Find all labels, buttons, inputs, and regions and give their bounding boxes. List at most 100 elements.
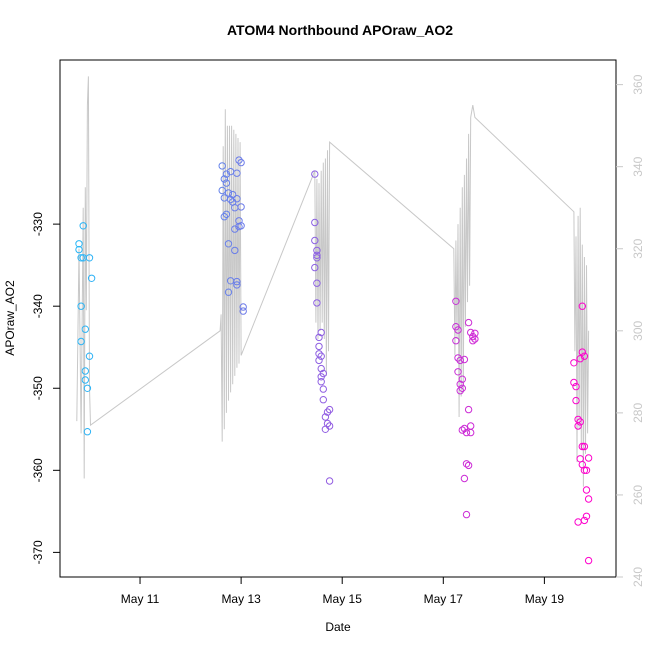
data-point	[237, 158, 245, 167]
data-point	[580, 442, 589, 451]
y-tick-label: -360	[31, 458, 45, 482]
y2-tick-label: 260	[631, 485, 645, 505]
y-axis-left: -370 -360 -350 -340 -330	[31, 212, 60, 564]
data-point	[576, 355, 584, 363]
data-point	[471, 329, 479, 337]
data-point	[462, 510, 471, 519]
data-point	[578, 302, 586, 310]
data-point	[231, 246, 239, 255]
x-tick-label: May 15	[323, 592, 363, 606]
data-point	[464, 405, 473, 414]
data-point	[229, 190, 237, 199]
y-tick-label: -340	[31, 294, 45, 318]
data-point	[231, 204, 239, 212]
data-point	[572, 382, 580, 391]
data-point	[75, 240, 83, 248]
data-point	[222, 170, 231, 178]
data-point	[317, 364, 325, 373]
data-point	[458, 375, 466, 383]
data-point	[237, 222, 245, 230]
data-point	[460, 474, 469, 483]
y2-tick-label: 340	[631, 156, 645, 176]
data-point	[462, 460, 471, 468]
data-point	[233, 195, 241, 203]
data-point	[452, 337, 460, 345]
series-line	[76, 76, 590, 487]
data-point	[578, 442, 586, 451]
data-point	[237, 203, 245, 211]
data-point	[464, 318, 473, 327]
y2-tick-label: 320	[631, 238, 645, 258]
data-point	[325, 422, 334, 430]
y-axis-label: APOraw_AO2	[3, 280, 17, 356]
data-point	[75, 245, 83, 254]
data-point	[311, 170, 319, 178]
data-point	[467, 428, 475, 437]
data-point	[454, 326, 462, 334]
data-point	[233, 277, 241, 286]
data-point	[471, 335, 479, 343]
x-tick-label: May 19	[525, 592, 565, 606]
data-point	[235, 217, 243, 225]
data-point	[315, 333, 323, 342]
data-point	[321, 413, 330, 421]
data-point	[224, 288, 233, 296]
data-point	[460, 355, 469, 364]
data-point	[218, 186, 226, 195]
x-tick-label: May 11	[121, 592, 160, 606]
data-point	[319, 369, 327, 378]
data-point	[460, 424, 469, 433]
data-point	[584, 556, 593, 565]
data-point	[580, 466, 589, 474]
y-axis-right: 240 260 280 300 320 340 360	[616, 74, 645, 587]
data-point	[313, 299, 321, 307]
data-point	[315, 342, 323, 351]
data-point	[319, 396, 327, 404]
y2-tick-label: 240	[631, 567, 645, 587]
data-point	[313, 246, 321, 255]
data-point	[582, 466, 591, 474]
scatter-points	[75, 156, 593, 565]
y2-tick-label: 360	[631, 74, 645, 94]
data-point	[317, 378, 325, 386]
data-point	[83, 428, 92, 436]
data-point	[224, 240, 233, 248]
data-point	[584, 495, 593, 503]
data-point	[311, 218, 319, 227]
data-point	[574, 518, 582, 526]
data-point	[584, 454, 593, 462]
data-point	[85, 352, 94, 360]
data-point	[462, 428, 471, 437]
data-point	[323, 408, 332, 416]
data-point	[239, 307, 247, 315]
data-point	[580, 516, 589, 525]
data-point	[313, 254, 321, 262]
data-point	[452, 297, 460, 305]
y2-tick-label: 300	[631, 320, 645, 340]
data-point	[81, 325, 90, 333]
data-point	[572, 396, 580, 405]
x-axis: May 11 May 13 May 15 May 17 May 19	[121, 577, 565, 606]
x-tick-label: May 13	[221, 592, 261, 606]
data-point	[582, 486, 591, 494]
data-point	[315, 356, 323, 365]
data-point	[85, 254, 94, 262]
data-point	[580, 352, 589, 360]
data-point	[311, 236, 319, 245]
data-point	[464, 461, 473, 470]
data-point	[325, 405, 334, 414]
line-series-right-axis	[76, 76, 590, 487]
data-point	[83, 384, 92, 392]
data-point	[233, 281, 241, 289]
data-point	[239, 303, 247, 311]
data-point	[317, 352, 325, 360]
data-point	[87, 274, 96, 282]
data-point	[222, 179, 231, 187]
data-point	[311, 263, 319, 272]
data-point	[77, 302, 85, 310]
data-point	[323, 419, 332, 428]
data-point	[81, 376, 90, 384]
data-point	[79, 222, 87, 230]
data-point	[77, 254, 85, 262]
data-point	[467, 328, 475, 337]
